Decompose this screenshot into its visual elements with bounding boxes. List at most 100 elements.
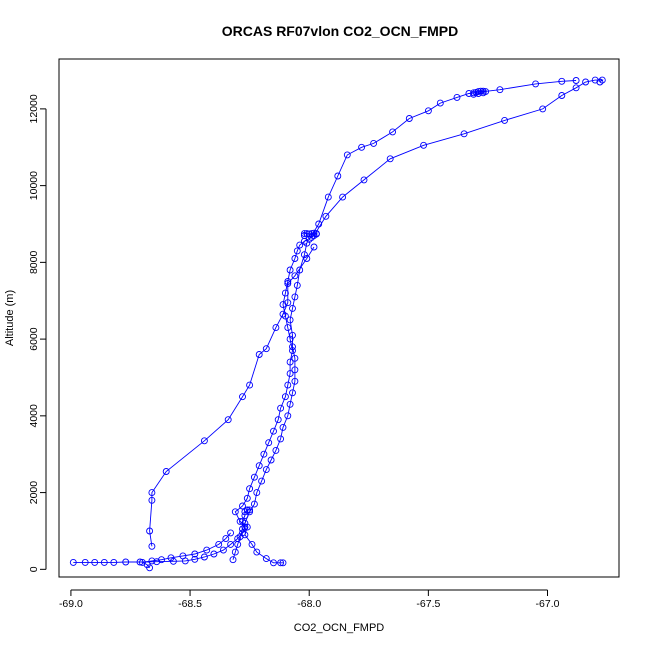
data-point bbox=[286, 335, 294, 343]
data-point bbox=[148, 557, 156, 565]
data-point bbox=[279, 310, 287, 318]
data-point bbox=[334, 172, 342, 180]
data-point bbox=[153, 558, 161, 566]
data-point bbox=[169, 557, 177, 565]
plot-area bbox=[58, 58, 620, 578]
data-point bbox=[286, 266, 294, 274]
data-point bbox=[389, 128, 397, 136]
data-point bbox=[558, 77, 566, 85]
y-tick-label: 4000 bbox=[28, 404, 40, 428]
data-point bbox=[272, 324, 280, 332]
data-point bbox=[210, 550, 218, 558]
data-point bbox=[596, 78, 604, 86]
data-point bbox=[501, 116, 509, 124]
series-line bbox=[73, 509, 250, 563]
data-point bbox=[300, 230, 308, 238]
data-point bbox=[322, 212, 330, 220]
data-point bbox=[286, 358, 294, 366]
x-tick-label: -67.0 bbox=[536, 598, 560, 610]
data-point bbox=[453, 93, 461, 101]
data-point bbox=[110, 558, 118, 566]
data-point bbox=[303, 230, 311, 238]
y-axis: 0 2000 4000 6000 8000 10000 12000 bbox=[28, 94, 47, 572]
y-axis-label: Altitude (m) bbox=[4, 290, 16, 346]
data-point bbox=[241, 519, 249, 527]
data-point bbox=[339, 193, 347, 201]
data-point bbox=[460, 130, 468, 138]
data-point bbox=[305, 235, 313, 243]
data-point bbox=[222, 535, 230, 543]
data-point bbox=[258, 477, 266, 485]
data-point bbox=[229, 556, 237, 564]
data-point bbox=[291, 272, 299, 280]
data-point bbox=[284, 412, 292, 420]
data-point bbox=[219, 546, 227, 554]
data-point bbox=[277, 435, 285, 443]
data-point bbox=[191, 550, 199, 558]
data-point bbox=[289, 343, 296, 351]
data-point bbox=[246, 381, 254, 389]
data-point bbox=[405, 115, 413, 122]
data-point bbox=[296, 241, 304, 249]
data-point bbox=[293, 247, 301, 255]
data-point bbox=[293, 281, 301, 289]
data-point bbox=[291, 255, 299, 262]
data-point bbox=[255, 351, 263, 358]
data-point bbox=[255, 462, 263, 470]
y-tick-label: 12000 bbox=[28, 94, 40, 123]
data-point bbox=[284, 280, 292, 287]
data-point bbox=[246, 485, 254, 493]
data-point bbox=[296, 266, 304, 274]
data-point bbox=[465, 90, 473, 97]
x-tick-label: -68.5 bbox=[178, 598, 202, 610]
data-point bbox=[81, 558, 89, 566]
y-tick-label: 0 bbox=[28, 566, 40, 572]
data-point bbox=[253, 548, 261, 556]
data-point bbox=[286, 400, 294, 408]
data-point bbox=[227, 529, 235, 537]
data-point bbox=[248, 540, 256, 548]
data-point bbox=[303, 255, 311, 262]
data-point bbox=[281, 289, 289, 297]
data-point bbox=[236, 533, 244, 541]
data-point bbox=[69, 558, 77, 566]
x-tick-label: -69.0 bbox=[59, 598, 83, 610]
series-line bbox=[313, 79, 604, 236]
data-point bbox=[470, 89, 478, 97]
data-point bbox=[289, 389, 296, 397]
data-point bbox=[243, 523, 251, 531]
data-point bbox=[291, 293, 299, 301]
data-point bbox=[315, 220, 323, 228]
data-point bbox=[239, 525, 246, 533]
series-line bbox=[149, 246, 315, 547]
data-point bbox=[162, 468, 170, 475]
data-point bbox=[260, 450, 268, 458]
data-point bbox=[239, 393, 246, 401]
series-line bbox=[232, 243, 308, 560]
data-point bbox=[474, 90, 482, 97]
data-point bbox=[286, 316, 294, 324]
data-point bbox=[279, 301, 287, 309]
data-point bbox=[270, 427, 277, 435]
data-point bbox=[234, 540, 242, 548]
data-point bbox=[591, 76, 599, 84]
data-point bbox=[246, 508, 254, 516]
data-point bbox=[215, 540, 223, 548]
data-point bbox=[281, 393, 289, 401]
data-point bbox=[236, 517, 244, 525]
data-point bbox=[386, 155, 394, 163]
data-point bbox=[370, 139, 378, 147]
data-point bbox=[289, 331, 296, 339]
data-point bbox=[277, 404, 285, 412]
data-point bbox=[284, 324, 292, 332]
data-point bbox=[558, 92, 566, 99]
data-point bbox=[539, 105, 547, 113]
data-point bbox=[243, 494, 251, 502]
data-point bbox=[420, 141, 428, 149]
x-tick-label: -68.0 bbox=[297, 598, 321, 610]
series-line bbox=[303, 232, 317, 236]
data-point bbox=[479, 89, 487, 97]
data-point bbox=[279, 559, 287, 567]
data-point bbox=[343, 151, 351, 159]
